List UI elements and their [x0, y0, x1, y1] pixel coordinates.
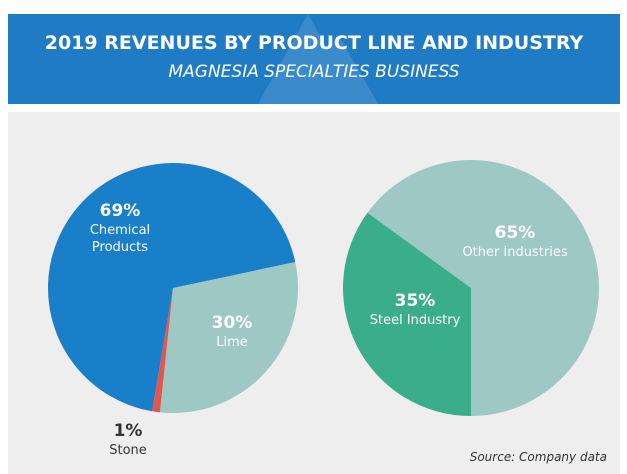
- slice-label: 65% Other Industries: [455, 222, 575, 261]
- category-label: Lime: [216, 335, 248, 350]
- value-label: 1%: [113, 421, 143, 441]
- title: 2019 REVENUES BY PRODUCT LINE AND INDUST…: [44, 32, 584, 54]
- subtitle: MAGNESIA SPECIALTIES BUSINESS: [168, 62, 460, 82]
- pie-slice: [159, 262, 298, 414]
- slice-label: 35% Steel Industry: [355, 290, 475, 329]
- value-label: 65%: [494, 223, 536, 243]
- value-label: 69%: [99, 201, 141, 221]
- header-band: 2019 REVENUES BY PRODUCT LINE AND INDUST…: [8, 14, 620, 104]
- category-label: Other Industries: [462, 245, 568, 260]
- pie-slice: [152, 288, 173, 413]
- logo: [258, 14, 378, 104]
- slice-label: 69% Chemical Products: [60, 200, 180, 256]
- slice-label: 1% Stone: [68, 420, 188, 459]
- pie-slice: [48, 163, 296, 412]
- category-label: Steel Industry: [369, 313, 461, 328]
- category-label: Chemical Products: [89, 223, 151, 255]
- category-label: Stone: [109, 443, 147, 458]
- slice-label: 30% Lime: [172, 312, 292, 351]
- value-label: 35%: [394, 291, 436, 311]
- value-label: 30%: [211, 313, 253, 333]
- source: Source: Company data: [469, 450, 607, 464]
- pie-slice: [343, 212, 471, 416]
- pie-slice: [367, 160, 599, 416]
